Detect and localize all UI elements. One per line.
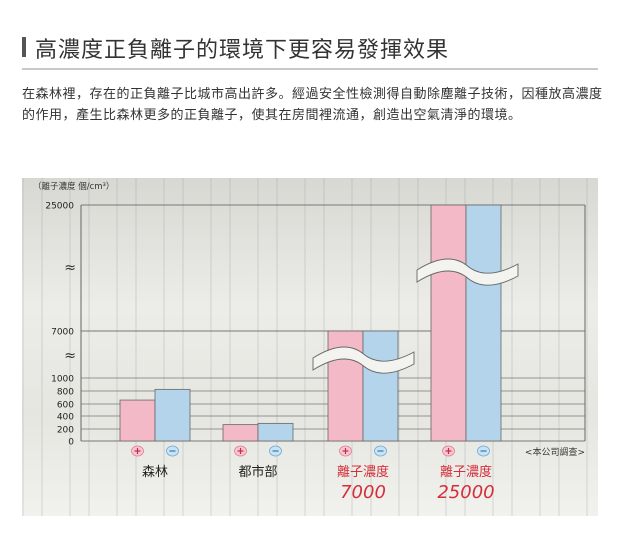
header-accent-bar (22, 37, 26, 57)
y-axis-label: （離子濃度 個/cm³） (33, 181, 114, 192)
section-header: 高濃度正負離子的環境下更容易發揮效果 (22, 30, 598, 70)
axis-break-band (416, 258, 519, 286)
category-label: 離子濃度 (337, 464, 389, 480)
ion-concentration-chart: （離子濃度 個/cm³） 25000 7000 1000 800 600 400 200 0 ≈ ≈… (33, 181, 586, 503)
y-tick-label: 7000 (51, 328, 74, 338)
axis-break-mark: ≈ (64, 348, 76, 364)
bar (154, 388, 191, 442)
source-note: <本公司調查> (525, 446, 585, 458)
y-tick-label: 600 (57, 401, 74, 411)
y-tick-label: 25000 (45, 202, 74, 212)
bar (362, 330, 399, 442)
category-label: 離子濃度 (440, 464, 492, 480)
y-tick-label: 0 (68, 438, 74, 448)
category-value-label: 7000 (340, 482, 386, 503)
chart-panel: （離子濃度 個/cm³） 25000 7000 1000 800 600 400 200 0 ≈ ≈… (22, 178, 598, 516)
bar (430, 204, 467, 442)
category-label: 森林 (142, 465, 168, 480)
category-value-label: 25000 (437, 482, 494, 503)
bar (257, 422, 294, 442)
category-label: 都市部 (238, 464, 277, 480)
y-tick-label: 400 (57, 413, 74, 423)
page-title: 高濃度正負離子的環境下更容易發揮效果 (35, 38, 450, 63)
bar (119, 399, 156, 442)
bar (465, 204, 502, 442)
axis-break-mark: ≈ (64, 260, 76, 276)
y-tick-label: 200 (57, 426, 74, 436)
intro-paragraph: 在森林裡，存在的正負離子比城市高出許多。經過安全性檢測得自動除塵離子技術，因種放… (22, 87, 603, 123)
y-tick-label: 1000 (51, 375, 74, 385)
y-tick-label: 800 (57, 388, 74, 398)
axis-break-band (312, 346, 415, 374)
bar (222, 424, 259, 442)
